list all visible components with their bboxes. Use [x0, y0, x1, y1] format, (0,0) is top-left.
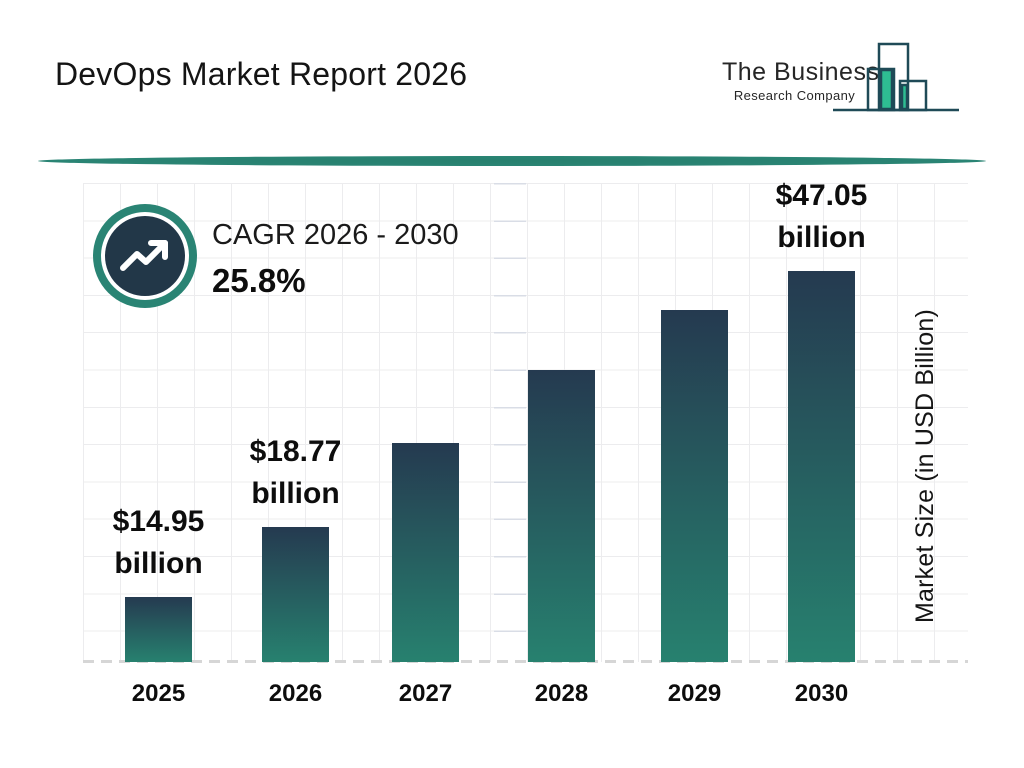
- bar-value-label-2026: $18.77 billion: [249, 435, 342, 510]
- x-axis-label-2026: 2026: [268, 680, 323, 707]
- bar-2025: [125, 597, 192, 662]
- bar-2026: [262, 527, 329, 662]
- x-axis-label-2028: 2028: [534, 680, 589, 707]
- cagr-badge: [93, 204, 197, 308]
- bar-value-label-2025: $14.95 billion: [112, 505, 205, 580]
- x-axis-label-2027: 2027: [398, 680, 453, 707]
- bar-2027: [392, 443, 459, 662]
- page-title: DevOps Market Report 2026: [55, 56, 468, 92]
- x-axis-label-2030: 2030: [794, 680, 849, 707]
- cagr-label: CAGR 2026 - 2030: [212, 219, 459, 251]
- bar-value-label-2030: $47.05 billion: [775, 179, 868, 254]
- logo-bars-icon: [833, 42, 959, 112]
- y-axis-title: Market Size (in USD Billion): [911, 309, 939, 624]
- axis-minor-ticks: [494, 183, 526, 653]
- bar-2030: [788, 271, 855, 662]
- company-logo: The Business Research Company: [722, 58, 880, 103]
- x-axis-label-2029: 2029: [667, 680, 722, 707]
- logo-text-secondary: Research Company: [733, 88, 856, 103]
- chart-baseline: [83, 660, 968, 663]
- trending-up-icon: [120, 240, 168, 271]
- bar-2028: [528, 370, 595, 662]
- logo-text-primary: The Business: [722, 58, 880, 86]
- x-axis-label-2025: 2025: [131, 680, 186, 707]
- cagr-value: 25.8%: [212, 262, 306, 299]
- bar-2029: [661, 310, 728, 662]
- header-divider: [38, 156, 986, 166]
